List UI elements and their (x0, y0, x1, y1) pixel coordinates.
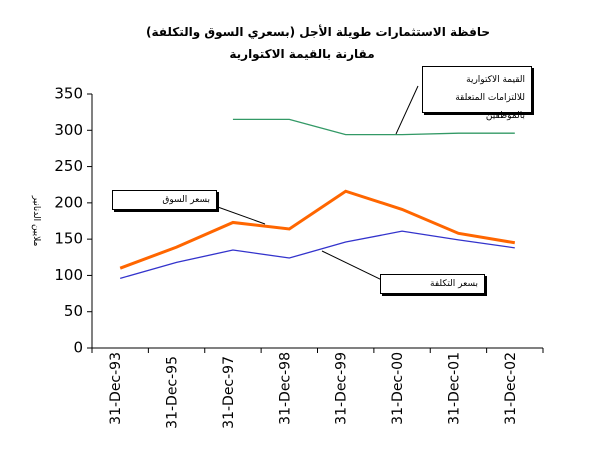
x-tick-label: 31-Dec-02 (503, 352, 519, 425)
y-tick-label: 250 (54, 157, 83, 175)
y-tick-label: 50 (64, 302, 83, 320)
y-tick-label: 350 (54, 85, 83, 103)
y-tick-label: 200 (54, 193, 83, 211)
x-tick-label: 31-Dec-95 (165, 356, 181, 429)
y-tick-label: 150 (54, 230, 83, 248)
x-tick-label: 31-Dec-93 (108, 352, 124, 425)
series-line (120, 230, 515, 279)
series-label: القيمة الاكتوارية للالتزامات المتعلقة با… (422, 66, 532, 121)
leader-line (395, 85, 419, 135)
y-tick-label: 100 (54, 266, 83, 284)
leader-line (321, 250, 383, 281)
x-tick-label: 31-Dec-99 (334, 352, 350, 425)
x-tick-label: 31-Dec-98 (277, 352, 293, 425)
series-label: بسعر السوق (112, 190, 217, 210)
series-label: بسعر التكلفة (380, 274, 485, 294)
y-tick-label: 300 (54, 121, 83, 139)
x-tick-label: 31-Dec-01 (446, 352, 462, 425)
chart-subtitle: مقارنة بالقيمة الاكتوارية (229, 47, 374, 62)
chart-title: حافظة الاستثمارات طويلة الأجل (بسعري الس… (146, 24, 490, 40)
leader-line (214, 205, 266, 225)
series-line (232, 118, 515, 136)
series-line (119, 189, 516, 270)
x-tick-label: 31-Dec-97 (221, 356, 237, 429)
y-axis-label: ملايين الدنانير (31, 195, 41, 247)
y-tick-label: 0 (73, 339, 83, 357)
x-tick-label: 31-Dec-00 (390, 352, 406, 425)
